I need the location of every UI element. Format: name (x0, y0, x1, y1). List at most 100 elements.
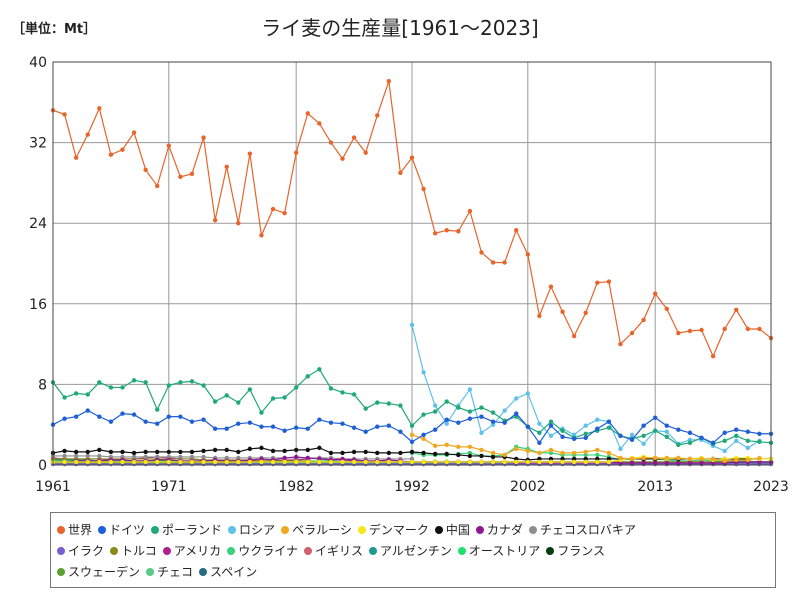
legend-marker-icon (199, 567, 208, 576)
data-point (340, 156, 345, 161)
data-point (548, 423, 554, 428)
data-point (178, 380, 183, 385)
data-point (456, 459, 461, 465)
legend-label: 中国 (445, 523, 470, 537)
data-point (687, 328, 693, 334)
data-point (409, 459, 415, 465)
data-point (236, 221, 241, 226)
data-point (305, 426, 310, 431)
data-point (629, 437, 635, 443)
data-point (629, 456, 635, 462)
data-point (108, 419, 114, 424)
data-point (212, 217, 218, 223)
legend-marker-icon (546, 546, 555, 555)
data-point (548, 419, 554, 424)
data-point (525, 459, 531, 465)
data-point (629, 460, 635, 466)
legend-marker-icon (98, 525, 107, 534)
data-point (583, 423, 588, 428)
data-point (687, 460, 693, 466)
data-point (375, 400, 380, 405)
data-point (537, 421, 542, 426)
data-point (467, 453, 473, 459)
data-point (155, 421, 160, 426)
data-point (757, 439, 762, 445)
legend-item: トルコ (110, 542, 157, 559)
data-point (305, 111, 310, 116)
data-point (270, 459, 276, 465)
data-point (108, 449, 114, 455)
data-point (62, 416, 67, 421)
data-point (652, 455, 658, 461)
data-point (444, 421, 449, 426)
data-point (212, 426, 218, 431)
data-point (282, 455, 287, 461)
data-point (676, 427, 681, 432)
data-point (664, 429, 669, 434)
legend-item: カナダ (475, 521, 523, 538)
legend-label: ベラルーシ (292, 523, 352, 537)
data-point (73, 453, 79, 459)
data-point (97, 414, 102, 419)
legend-marker-icon (57, 567, 65, 576)
data-point (490, 459, 496, 465)
data-point (131, 454, 137, 460)
data-point (502, 452, 507, 458)
data-point (201, 383, 206, 388)
data-point (259, 410, 264, 415)
data-point (734, 307, 739, 313)
data-point (409, 155, 415, 160)
legend-item: アメリカ (162, 542, 221, 559)
legend: 世界 ドイツ ポーランド ロシア ベラルーシ デンマーク 中国 カナダ チェコスロバキア イラク ト… (50, 512, 776, 588)
data-point (73, 414, 79, 419)
data-point (479, 447, 484, 453)
legend-label: ドイツ (109, 523, 146, 537)
data-point (166, 414, 172, 419)
data-point (247, 151, 253, 156)
x-tick-label: 2013 (637, 479, 673, 495)
data-point (85, 449, 90, 455)
data-point (490, 419, 496, 424)
data-point (97, 380, 102, 385)
data-point (166, 449, 172, 455)
data-point (85, 459, 90, 465)
legend-label: ポーランド (162, 523, 223, 537)
data-point (734, 438, 739, 444)
data-point (328, 459, 334, 465)
grid (52, 61, 772, 466)
data-point (710, 456, 716, 462)
data-point (676, 442, 681, 448)
data-point (120, 459, 125, 465)
data-point (363, 429, 368, 434)
data-point (85, 408, 90, 413)
legend-marker-icon (528, 525, 537, 534)
data-point (143, 380, 148, 385)
legend-marker-icon (357, 525, 366, 534)
data-point (189, 379, 195, 384)
data-point (247, 459, 253, 465)
data-point (490, 422, 496, 427)
data-point (386, 459, 392, 465)
data-point (375, 113, 380, 118)
data-point (502, 459, 507, 465)
data-point (317, 459, 322, 465)
data-point (293, 447, 299, 453)
data-point (363, 406, 368, 411)
data-point (259, 445, 264, 451)
legend-label: チェコ (157, 565, 194, 579)
data-point (745, 326, 751, 332)
data-point (270, 396, 276, 401)
data-point (62, 459, 67, 465)
data-point (108, 454, 114, 460)
data-point (571, 450, 577, 456)
data-point (571, 436, 577, 442)
data-point (595, 452, 600, 458)
data-point (155, 183, 160, 189)
data-point (340, 450, 345, 456)
data-point (73, 459, 79, 465)
data-point (293, 459, 299, 465)
data-point (421, 459, 426, 465)
data-point (595, 447, 600, 453)
y-tick-label: 40 (29, 55, 47, 71)
data-point (270, 206, 276, 212)
